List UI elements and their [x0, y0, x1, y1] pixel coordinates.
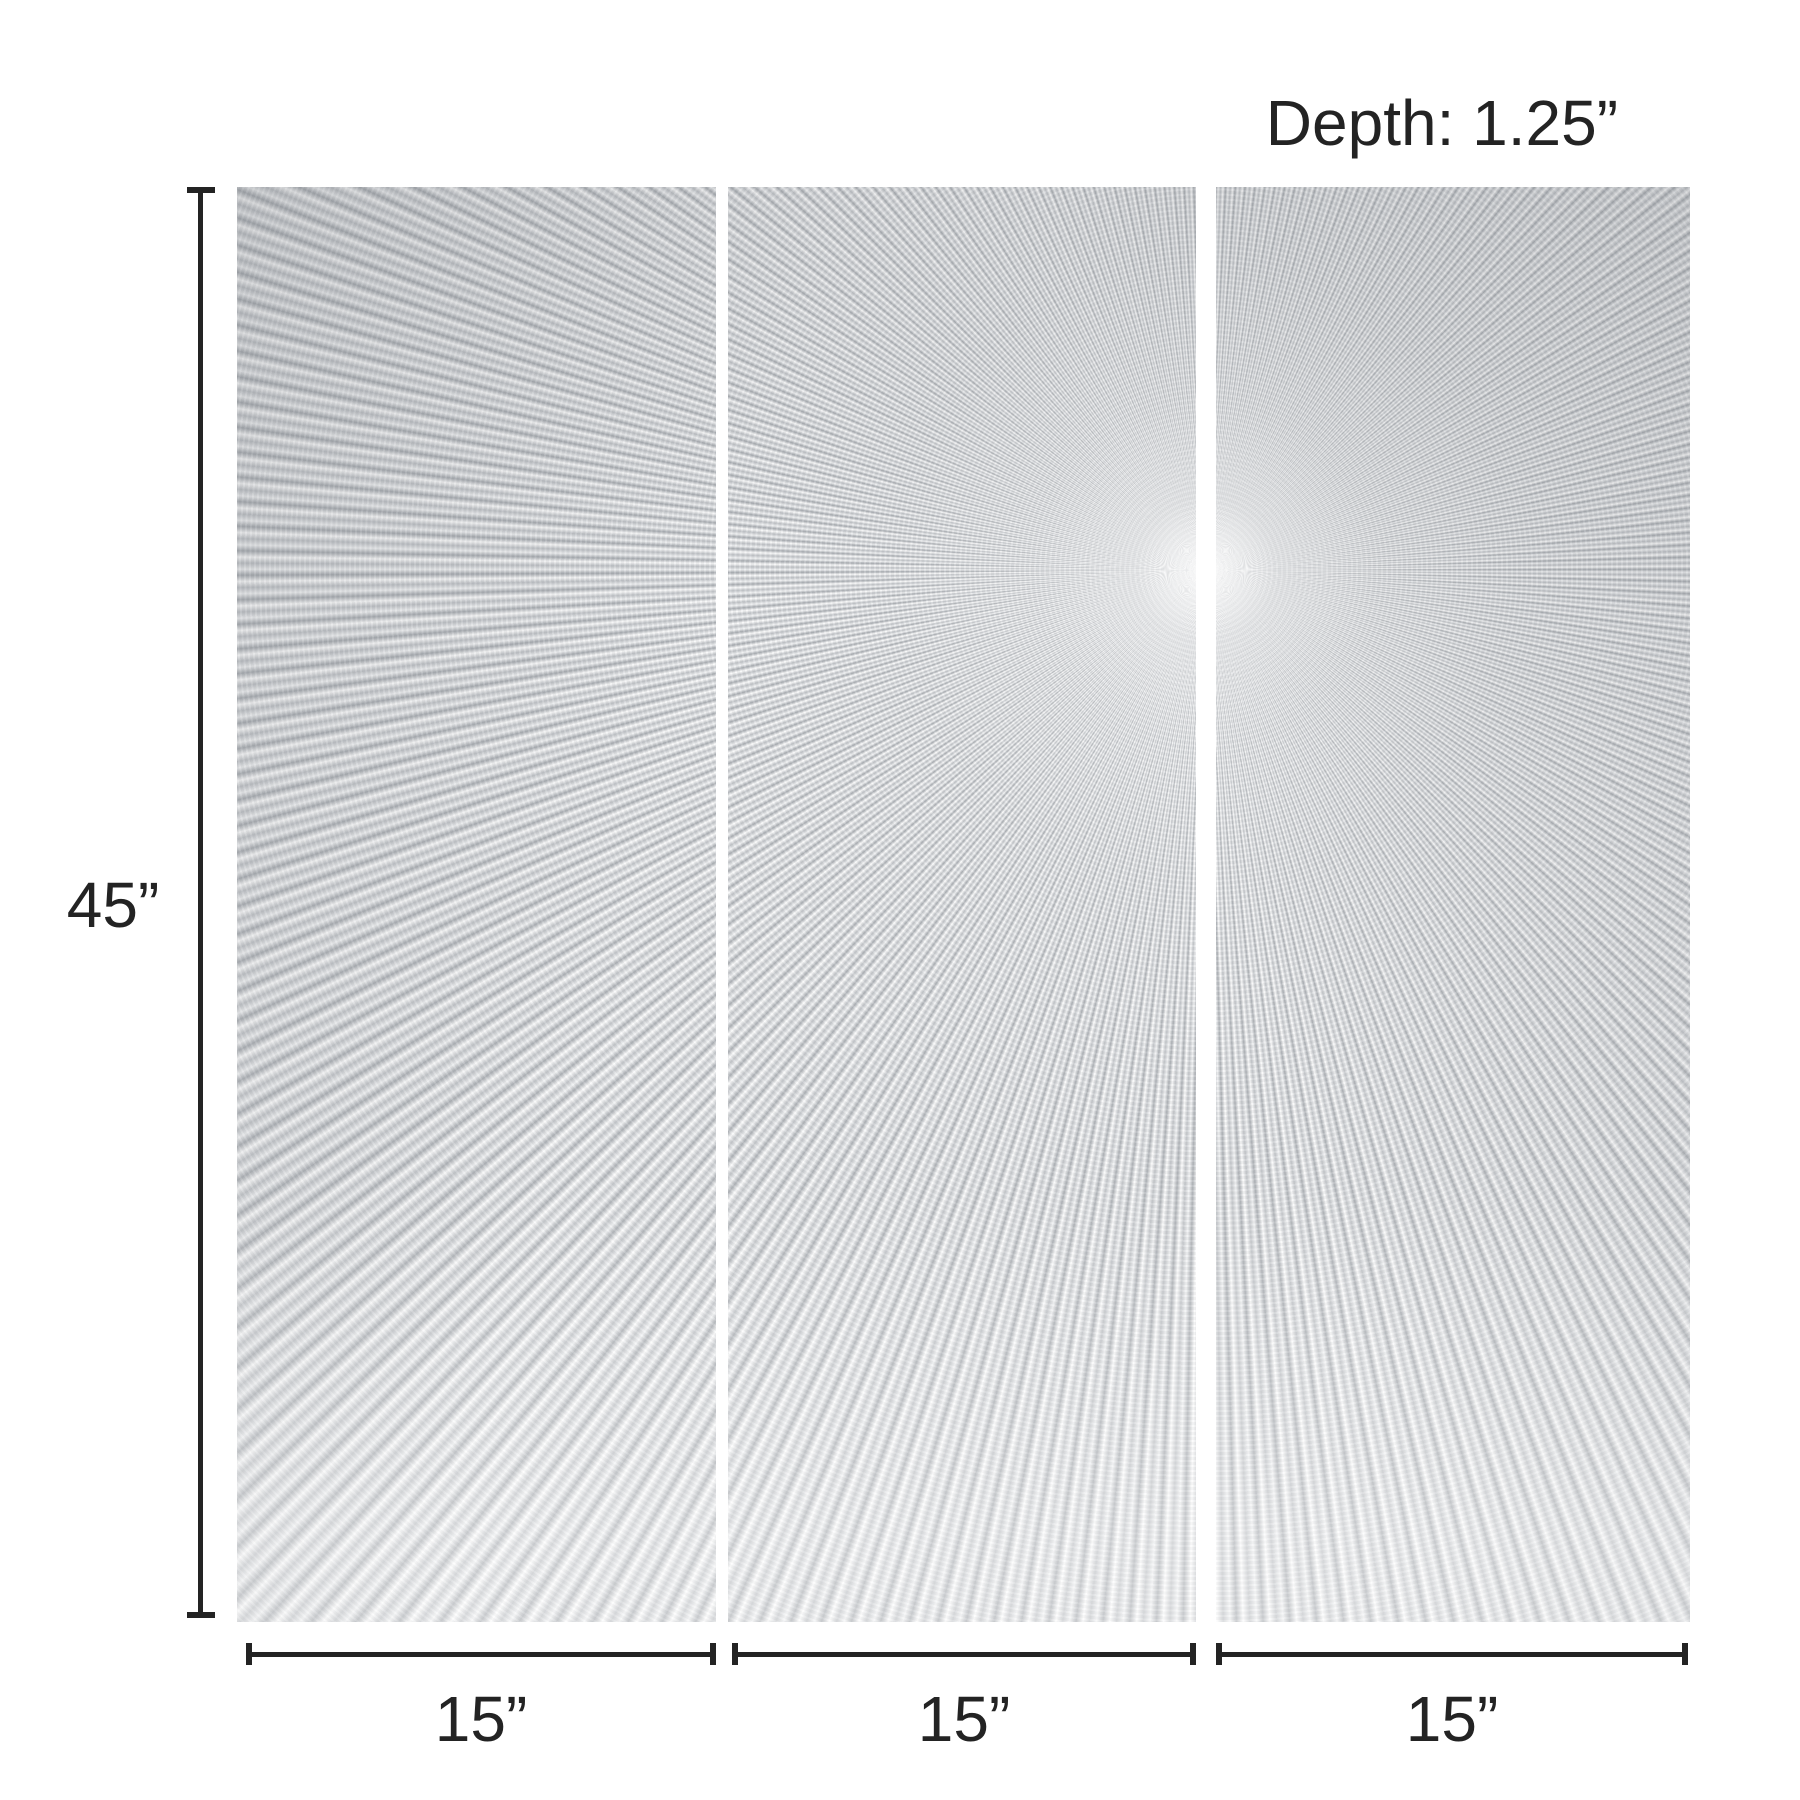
width-dimension-label-2: 15”: [917, 1683, 1011, 1755]
width-dimension-line-1: [246, 1643, 716, 1665]
width-dimension-line-3: [1216, 1643, 1688, 1665]
panel-gap-1: [716, 187, 728, 1622]
width-dimension-line-2: [732, 1643, 1196, 1665]
height-dimension-label: 45”: [66, 869, 160, 941]
width-dimension-label-3: 15”: [1405, 1683, 1499, 1755]
height-dimension-line: [198, 190, 203, 1616]
sunburst-artwork: [237, 187, 1690, 1622]
width-dimension-label-1: 15”: [434, 1683, 528, 1755]
panel-gap-2: [1196, 187, 1216, 1622]
height-dimension-bottom-cap: [187, 1612, 215, 1618]
height-dimension-top-cap: [187, 187, 215, 193]
depth-dimension-label: Depth: 1.25”: [1265, 87, 1618, 159]
